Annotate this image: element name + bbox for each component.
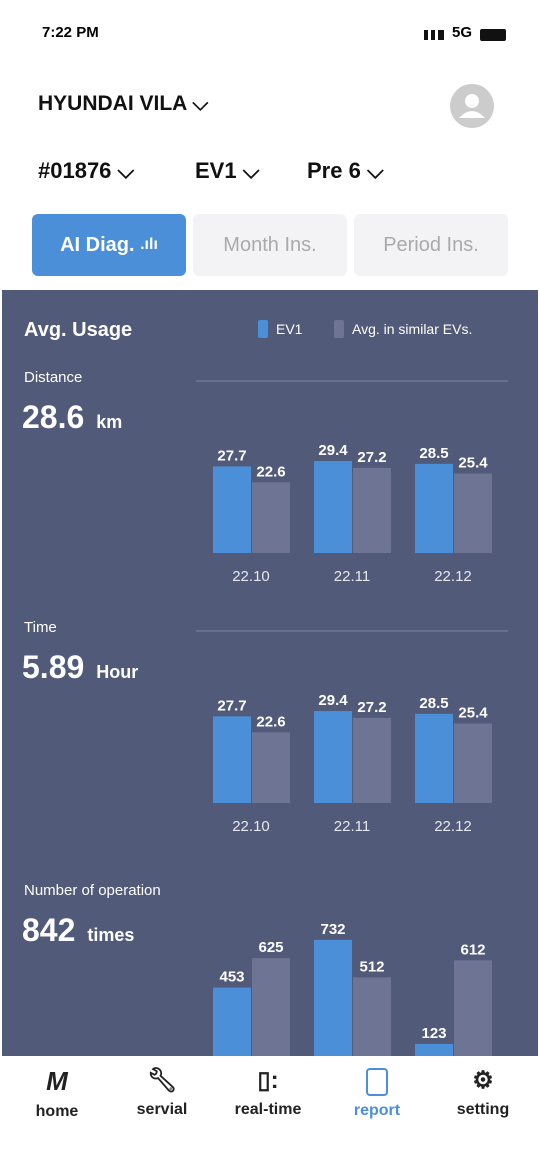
metric-number: 28.6 [22, 399, 84, 435]
nav-label: report [353, 1102, 401, 1119]
bar-value-label: 612 [460, 941, 485, 958]
bar-value-label: 512 [359, 958, 384, 975]
nav-label: real-time [234, 1101, 302, 1118]
bar [314, 711, 352, 803]
status-network: 5G [452, 24, 473, 41]
nav-label: home [35, 1103, 79, 1120]
bar-value-label: 27.2 [357, 699, 386, 716]
tab-active[interactable]: AI Diag. .ılı [32, 214, 186, 276]
x-tick-label: 22.10 [232, 568, 270, 585]
bar [252, 482, 290, 553]
bar-value-label: 28.5 [419, 445, 448, 462]
filter-label: Pre 6 [307, 158, 361, 183]
legend-label: Avg. in similar EVs. [352, 321, 472, 337]
bar-value-label: 625 [258, 939, 283, 956]
bar [314, 939, 352, 1056]
x-tick-label: 22.12 [434, 818, 472, 835]
metric-number: 5.89 [22, 649, 84, 685]
metric-number: 842 [22, 912, 75, 948]
bar [454, 960, 492, 1056]
metric-unit: km [96, 412, 122, 432]
bar [454, 473, 492, 553]
bar [353, 977, 391, 1056]
bar-value-label: 25.4 [458, 455, 488, 472]
bar-value-label: 25.4 [458, 705, 488, 722]
bar [213, 466, 251, 553]
panel-bg [2, 290, 538, 1056]
bar-value-label: 28.5 [419, 695, 448, 712]
bar-value-label: 453 [219, 969, 244, 986]
bar [213, 987, 251, 1056]
bar-value-label: 22.6 [256, 713, 285, 730]
nav-item-active[interactable]: report [332, 1066, 422, 1120]
nav-item[interactable]: ⚙︎ setting [438, 1066, 528, 1119]
legend-swatch [258, 320, 268, 338]
signal-icon [424, 30, 444, 40]
x-tick-label: 22.11 [334, 818, 370, 835]
bar-value-label: 29.4 [318, 692, 348, 709]
bar [353, 467, 391, 553]
nav-label: servial [136, 1101, 188, 1118]
bar [415, 713, 453, 803]
avatar[interactable] [450, 84, 494, 128]
metric-label: Time [24, 619, 57, 636]
status-time: 7:22 PM [42, 24, 99, 41]
tab-label: Month Ins. [223, 233, 317, 256]
bar-value-label: 27.7 [217, 697, 246, 714]
bar [353, 717, 391, 803]
x-tick-label: 22.12 [434, 568, 472, 585]
bar [415, 463, 453, 553]
metric-unit: times [87, 925, 134, 945]
bar-value-label: 29.4 [318, 442, 348, 459]
site-name: HYUNDAI VILA [38, 92, 187, 115]
metric-value: 5.89 Hour [22, 649, 138, 685]
filter-label: #01876 [38, 158, 112, 183]
bar [415, 1043, 453, 1056]
tab-label: Period Ins. [383, 233, 479, 256]
battery-icon [480, 29, 506, 41]
bar-value-label: 22.6 [256, 463, 285, 480]
usage-panel: Avg. Usage EV1 Avg. in similar EVs. Distan… [2, 290, 538, 1056]
bar-value-label: 27.7 [217, 447, 246, 464]
metric-label: Number of operation [24, 882, 161, 899]
panel-title: Avg. Usage [24, 319, 132, 341]
bar [252, 732, 290, 803]
bar [454, 723, 492, 803]
legend-label: EV1 [276, 321, 303, 337]
metric-label: Distance [24, 369, 82, 386]
bar [213, 716, 251, 803]
bar [252, 958, 290, 1056]
bar [314, 461, 352, 553]
bar-value-label: 27.2 [357, 449, 386, 466]
tab-label: AI Diag. [60, 233, 135, 256]
bar-value-label: 123 [421, 1025, 446, 1042]
nav-label: setting [456, 1101, 510, 1118]
legend-swatch [334, 320, 344, 338]
nav-item[interactable]: 🔧︎ servial [117, 1066, 207, 1119]
filter[interactable]: EV1 ⌵ [195, 158, 260, 183]
x-tick-label: 22.11 [334, 568, 370, 585]
site-selector[interactable]: HYUNDAI VILA ⌵ [38, 92, 209, 115]
nav-item[interactable]: ▯: real-time [223, 1066, 313, 1119]
bottom-nav [0, 1056, 540, 1172]
metric-unit: Hour [96, 662, 138, 682]
metric-value: 28.6 km [22, 399, 122, 435]
filter[interactable]: #01876 ⌵ [38, 158, 135, 183]
x-tick-label: 22.10 [232, 818, 270, 835]
tab[interactable]: Month Ins. [193, 214, 347, 276]
avatar-icon [459, 94, 485, 118]
filter[interactable]: Pre 6 ⌵ [307, 158, 384, 183]
tab[interactable]: Period Ins. [354, 214, 508, 276]
metric-value: 842 times [22, 912, 134, 948]
filter-label: EV1 [195, 158, 237, 183]
bar-value-label: 732 [320, 921, 345, 938]
